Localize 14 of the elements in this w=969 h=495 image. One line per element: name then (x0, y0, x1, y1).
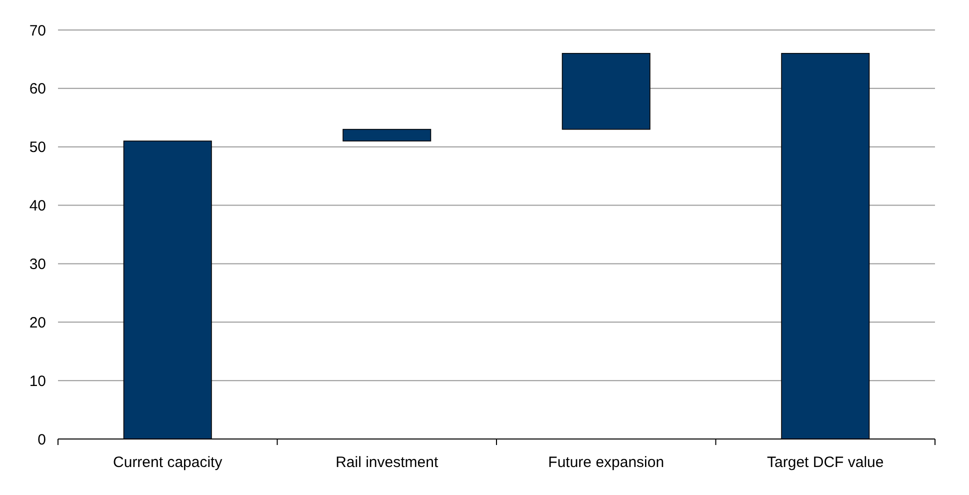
y-tick-label: 50 (29, 139, 46, 156)
bar (342, 128, 432, 142)
y-tick-label: 10 (29, 372, 46, 390)
y-tick-label: 20 (29, 314, 46, 332)
y-tick-label: 30 (29, 256, 46, 273)
x-tick-label: Rail investment (336, 454, 439, 471)
y-tick-label: 0 (38, 431, 46, 448)
y-tick-label: 40 (29, 198, 46, 215)
x-tick-label: Future expansion (548, 454, 664, 471)
y-tick-label: 60 (29, 80, 46, 98)
bar (562, 52, 650, 130)
y-tick-label: 70 (29, 22, 46, 40)
x-tick-label: Target DCF value (767, 454, 884, 471)
x-tick-label: Current capacity (113, 454, 223, 471)
